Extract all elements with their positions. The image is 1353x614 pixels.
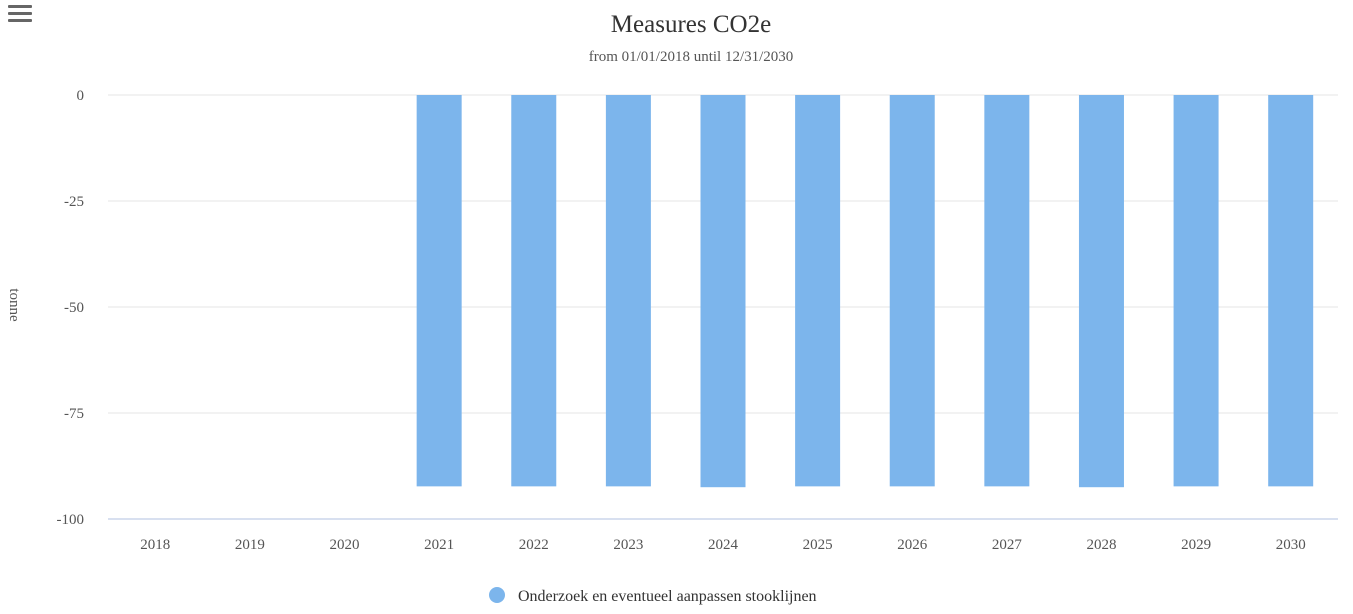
hamburger-menu-icon[interactable]: [6, 2, 34, 26]
bar[interactable]: [1078, 95, 1124, 488]
y-axis-title: tonne: [6, 288, 22, 322]
x-tick-label: 2022: [519, 537, 549, 553]
y-axis-ticks: 0 -25 -50 -75 -100: [57, 88, 85, 528]
legend[interactable]: Onderzoek en eventueel aanpassen stookli…: [489, 587, 817, 605]
y-tick-label: -100: [57, 512, 85, 528]
y-tick-label: -75: [64, 406, 84, 422]
bar[interactable]: [511, 95, 557, 487]
bar[interactable]: [416, 95, 462, 487]
bar[interactable]: [1173, 95, 1219, 487]
x-tick-label: 2027: [992, 537, 1023, 553]
bar[interactable]: [605, 95, 651, 487]
bar[interactable]: [984, 95, 1030, 487]
legend-marker[interactable]: [489, 587, 505, 603]
x-tick-label: 2019: [235, 537, 265, 553]
legend-label[interactable]: Onderzoek en eventueel aanpassen stookli…: [518, 588, 817, 605]
chart-title: Measures CO2e: [611, 11, 771, 38]
bar[interactable]: [1268, 95, 1314, 487]
y-tick-label: 0: [77, 88, 85, 104]
x-axis-ticks: 2018 2019 2020 2021 2022 2023 2024 2025 2026 2027…: [140, 537, 1305, 553]
y-tick-label: -50: [64, 300, 84, 316]
chart-subtitle: from 01/01/2018 until 12/31/2030: [589, 49, 794, 65]
x-tick-label: 2025: [803, 537, 833, 553]
bar[interactable]: [700, 95, 746, 488]
x-tick-label: 2020: [330, 537, 360, 553]
x-tick-label: 2030: [1276, 537, 1306, 553]
x-tick-label: 2028: [1086, 537, 1116, 553]
bars: [416, 95, 1314, 488]
x-tick-label: 2029: [1181, 537, 1211, 553]
bar[interactable]: [795, 95, 841, 487]
x-tick-label: 2024: [708, 537, 739, 553]
x-tick-label: 2023: [613, 537, 643, 553]
x-tick-label: 2018: [140, 537, 170, 553]
x-tick-label: 2026: [897, 537, 928, 553]
y-tick-label: -25: [64, 194, 84, 210]
x-tick-label: 2021: [424, 537, 454, 553]
bar[interactable]: [889, 95, 935, 487]
